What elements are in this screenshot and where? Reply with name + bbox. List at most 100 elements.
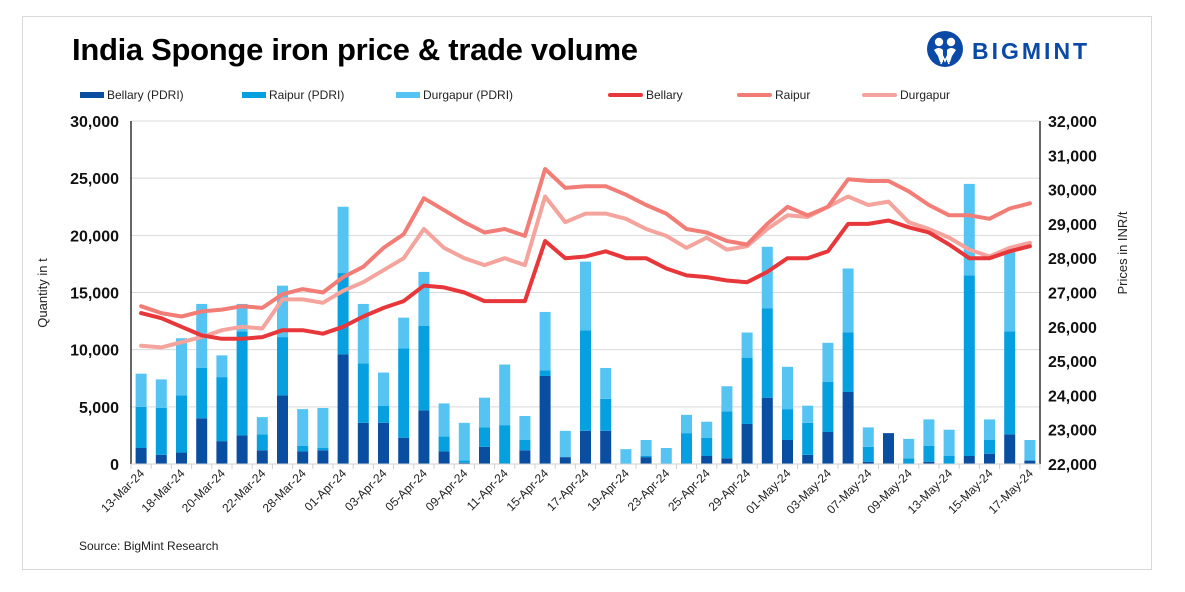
- y-axis-title-left: Quantity in t: [35, 258, 50, 328]
- x-tick-label: 15-Apr-24: [504, 466, 552, 514]
- bar-bellary-pdri: [357, 422, 369, 464]
- bar-bellary-pdri: [721, 458, 733, 464]
- legend-label: Bellary: [646, 88, 683, 102]
- y-tick-label-right: 23,000: [1048, 423, 1097, 440]
- bar-durgapur-pdri: [458, 422, 470, 461]
- legend-item-raipur: Raipur: [737, 88, 810, 102]
- bar-raipur-pdri: [842, 332, 854, 392]
- bar-durgapur-pdri: [923, 419, 935, 446]
- bar-raipur-pdri: [802, 422, 814, 455]
- bar-raipur-pdri: [761, 308, 773, 398]
- y-tick-label-right: 26,000: [1048, 320, 1097, 337]
- y-tick-label-right: 31,000: [1048, 148, 1097, 165]
- bar-bellary-pdri: [135, 447, 147, 464]
- bar-raipur-pdri: [135, 406, 147, 448]
- bar-raipur-pdri: [317, 447, 329, 451]
- legend-swatch: [608, 93, 643, 97]
- bar-bellary-pdri: [297, 451, 309, 464]
- bar-durgapur-pdri: [862, 427, 874, 447]
- y-tick-label-left: 20,000: [70, 228, 119, 245]
- logo-text: BIGMINT: [972, 38, 1091, 64]
- bar-durgapur-pdri: [741, 332, 753, 358]
- bar-durgapur-pdri: [963, 183, 975, 276]
- legend-label: Durgapur: [900, 88, 951, 102]
- x-tick-label: 17-May-24: [986, 466, 1037, 517]
- line-raipur: [139, 167, 1032, 319]
- bar-raipur-pdri: [176, 395, 187, 453]
- bar-bellary-pdri: [802, 454, 814, 464]
- y-tick-label-right: 32,000: [1048, 114, 1097, 131]
- bar-raipur-pdri: [479, 427, 490, 447]
- bar-durgapur-pdri: [539, 311, 551, 371]
- legend-item-raipur-pdri: Raipur (PDRI): [242, 88, 344, 102]
- bar-raipur-pdri: [721, 411, 733, 459]
- bar-bellary-pdri: [196, 418, 208, 464]
- bar-durgapur-pdri: [176, 338, 187, 396]
- bar-durgapur-pdri: [903, 438, 915, 459]
- bar-raipur-pdri: [862, 446, 874, 462]
- legend-swatch: [862, 93, 897, 97]
- y-tick-label-right: 25,000: [1048, 354, 1097, 371]
- bar-raipur-pdri: [701, 437, 713, 456]
- bar-raipur-pdri: [741, 357, 753, 424]
- bar-durgapur-pdri: [721, 386, 733, 412]
- bar-durgapur-pdri: [337, 206, 349, 274]
- x-tick-label: 01-Apr-24: [302, 466, 350, 514]
- bar-durgapur-pdri: [802, 405, 814, 423]
- y-tick-label-left: 0: [110, 457, 119, 474]
- bar-bellary-pdri: [842, 391, 854, 464]
- x-tick-label: 19-Apr-24: [584, 466, 632, 514]
- bar-bellary-pdri: [701, 455, 713, 464]
- legend-swatch: [737, 93, 772, 97]
- brand-logo: BIGMINT: [926, 30, 1090, 73]
- y-tick-label-right: 30,000: [1048, 183, 1097, 200]
- line-bellary: [139, 218, 1032, 341]
- bar-raipur-pdri: [196, 367, 208, 419]
- bar-durgapur-pdri: [660, 447, 672, 464]
- x-tick-label: 03-Apr-24: [342, 466, 390, 514]
- bar-raipur-pdri: [519, 439, 531, 451]
- bar-bellary-pdri: [1024, 460, 1036, 464]
- source-note: Source: BigMint Research: [79, 539, 219, 553]
- bar-durgapur-pdri: [984, 419, 995, 440]
- y-tick-label-left: 5,000: [79, 400, 119, 417]
- bar-bellary-pdri: [782, 439, 793, 464]
- bar-durgapur-pdri: [600, 367, 612, 399]
- x-tick-label: 23-Apr-24: [625, 466, 673, 514]
- legend-item-bellary: Bellary: [608, 88, 683, 102]
- bar-bellary-pdri: [479, 446, 490, 464]
- bar-bellary-pdri: [378, 422, 389, 464]
- bar-bellary-pdri: [418, 410, 430, 464]
- y-tick-label-right: 29,000: [1048, 217, 1097, 234]
- legend-item-durgapur-pdri: Durgapur (PDRI): [396, 88, 513, 102]
- bar-bellary-pdri: [458, 462, 470, 464]
- bar-durgapur-pdri: [701, 421, 713, 438]
- bar-bellary-pdri: [862, 461, 874, 464]
- bar-durgapur-pdri: [438, 403, 450, 437]
- y-tick-label-left: 30,000: [70, 114, 119, 131]
- bar-durgapur-pdri: [236, 303, 248, 332]
- bar-durgapur-pdri: [943, 429, 955, 456]
- bar-bellary-pdri: [519, 450, 531, 464]
- bar-raipur-pdri: [499, 425, 511, 464]
- bar-raipur-pdri: [155, 407, 167, 455]
- bar-durgapur-pdri: [620, 449, 632, 464]
- x-tick-label: 11-Apr-24: [464, 466, 511, 513]
- bar-bellary-pdri: [640, 457, 652, 464]
- bar-raipur-pdri: [903, 458, 915, 464]
- bigmint-people-icon: [926, 30, 964, 73]
- bar-durgapur-pdri: [782, 366, 793, 410]
- bar-durgapur-pdri: [580, 261, 591, 331]
- bar-bellary-pdri: [923, 461, 935, 464]
- bar-raipur-pdri: [277, 337, 288, 396]
- legend-label: Raipur (PDRI): [269, 88, 345, 102]
- x-tick-label: 25-Apr-24: [665, 466, 713, 514]
- bar-bellary-pdri: [155, 454, 167, 464]
- bar-raipur-pdri: [378, 405, 389, 423]
- bar-raipur-pdri: [640, 455, 652, 458]
- bar-durgapur-pdri: [1004, 250, 1016, 332]
- bar-durgapur-pdri: [317, 407, 329, 448]
- legend-item-bellary-pdri: Bellary (PDRI): [80, 88, 184, 102]
- y-axis-title-right: Prices in INR/t: [1115, 211, 1130, 294]
